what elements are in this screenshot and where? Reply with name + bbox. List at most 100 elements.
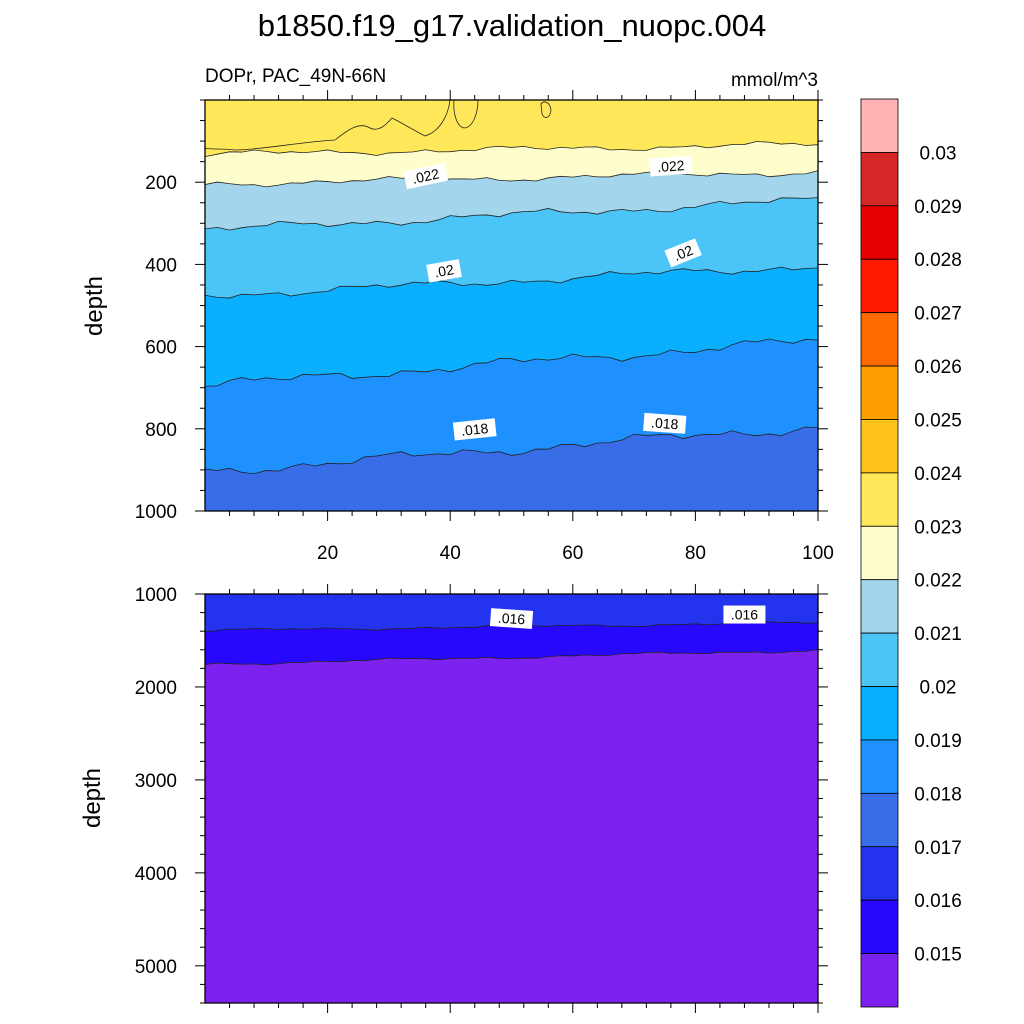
upper-contour-lines	[205, 141, 818, 475]
lower-contour-label-2-bg	[723, 605, 766, 624]
lower-contour-label-1: .016	[489, 608, 534, 629]
colorbar-swatch-9	[860, 525, 899, 581]
lower-y-axis-label: depth	[79, 768, 106, 828]
upper-y-tick-label: 400	[145, 255, 177, 276]
upper-contour-line-4	[205, 266, 818, 299]
upper-contour-label-6-bg	[643, 412, 687, 434]
colorbar-swatch-4	[860, 258, 899, 314]
upper-contour-label-2-text: .022	[657, 157, 686, 175]
colorbar-label-6: 0.025	[914, 410, 962, 431]
upper-x-tick-label: 100	[802, 543, 834, 564]
colorbar-label-7: 0.024	[914, 464, 962, 485]
variable-region-label: DOPr, PAC_49N-66N	[205, 66, 386, 87]
upper-band-4	[205, 197, 818, 299]
colorbar-swatch-1	[860, 98, 899, 153]
colorbar-swatch-12	[860, 686, 899, 741]
upper-contour-label-5-text: .018	[460, 420, 489, 439]
colorbar: 0.03 0.029 0.028 0.027 0.026 0.025 0.024 0.023 0…	[860, 98, 962, 1008]
lower-contour-line-2	[205, 649, 818, 666]
colorbar-swatch-14	[860, 792, 899, 848]
upper-contour-label-4-text: .02	[671, 242, 695, 264]
colorbar-label-2: 0.029	[914, 197, 962, 218]
lower-contour-label-2-text: .016	[731, 607, 758, 623]
upper-y-tick-label: 600	[145, 338, 177, 359]
upper-band-3	[205, 170, 818, 231]
upper-contour-label-6: .018	[643, 412, 687, 434]
upper-axis-ticks: 200 400 600 800 1000 20 40 60 80 100	[135, 90, 834, 564]
upper-contour-line-6	[205, 426, 818, 475]
lower-y-tick-label: 4000	[135, 864, 177, 885]
colorbar-swatch-13	[860, 739, 899, 794]
figure-title: b1850.f19_g17.validation_nuopc.004	[258, 8, 767, 43]
upper-y-tick-label: 800	[145, 420, 177, 441]
upper-contour-label-3-text: .02	[433, 261, 455, 280]
upper-x-tick-label: 80	[685, 543, 706, 564]
colorbar-swatch-10	[860, 579, 899, 634]
lower-contour-label-1-bg	[489, 608, 534, 629]
upper-y-tick-label: 1000	[135, 502, 177, 523]
upper-x-tick-label: 40	[440, 543, 461, 564]
colorbar-swatch-2	[860, 152, 899, 207]
units-label: mmol/m^3	[731, 70, 818, 91]
upper-contour-label-3-bg	[426, 259, 462, 283]
colorbar-swatch-16	[860, 899, 899, 954]
upper-y-axis-label: depth	[81, 276, 108, 336]
lower-y-tick-label: 1000	[135, 585, 177, 606]
colorbar-swatch-6	[860, 365, 899, 420]
upper-contour-label-3: .02	[426, 259, 462, 283]
upper-band-7	[205, 426, 818, 511]
upper-contour-label-4: .02	[664, 238, 702, 268]
upper-contour-label-5: .018	[452, 418, 497, 441]
lower-band-3	[205, 649, 818, 1003]
colorbar-label-10: 0.021	[914, 624, 962, 645]
colorbar-label-5: 0.026	[914, 357, 962, 378]
upper-contour-label-1-text: .022	[411, 165, 441, 186]
upper-contour-label-1: .022	[403, 162, 449, 190]
upper-band-2	[205, 141, 818, 187]
upper-band-5	[205, 267, 818, 387]
colorbar-label-12: 0.019	[914, 731, 962, 752]
colorbar-label-1: 0.03	[920, 143, 957, 164]
colorbar-swatch-5	[860, 312, 899, 367]
upper-contour-line-3	[205, 197, 818, 231]
colorbar-label-16: 0.015	[914, 945, 962, 966]
upper-band-6	[205, 339, 818, 474]
upper-surface-pocket-3	[540, 101, 552, 118]
colorbar-swatch-11	[860, 632, 899, 687]
lower-axis-ticks: 1000 2000 3000 4000 5000	[135, 584, 828, 1013]
upper-x-tick-label: 20	[317, 543, 338, 564]
upper-x-tick-label: 60	[562, 543, 583, 564]
lower-contour-fill	[205, 594, 818, 1003]
lower-y-tick-label: 2000	[135, 678, 177, 699]
colorbar-label-13: 0.018	[914, 784, 962, 805]
colorbar-label-8: 0.023	[914, 517, 962, 538]
upper-contour-label-2-bg	[649, 155, 693, 177]
colorbar-label-9: 0.022	[914, 571, 962, 592]
upper-surface-pocket-2	[453, 100, 479, 129]
lower-contour-labels: .016 .016	[489, 605, 766, 629]
colorbar-swatch-7	[860, 419, 899, 474]
colorbar-swatch-3	[860, 205, 899, 260]
upper-surface-pocket-1	[205, 100, 451, 151]
upper-contour-fill	[205, 100, 818, 511]
upper-contour-label-6-text: .018	[651, 414, 680, 432]
colorbar-label-3: 0.028	[914, 250, 962, 271]
upper-contour-label-2: .022	[649, 155, 693, 177]
lower-depth-panel: 1000 2000 3000 4000 5000 .016 .016 depth	[79, 584, 828, 1013]
upper-contour-line-5	[205, 338, 818, 387]
upper-contour-line-1	[205, 141, 818, 158]
lower-contour-label-2: .016	[723, 605, 766, 624]
colorbar-swatch-17	[860, 953, 899, 1008]
colorbar-swatch-8	[860, 472, 899, 527]
colorbar-label-11: 0.02	[920, 678, 957, 699]
colorbar-label-14: 0.017	[914, 838, 962, 859]
upper-y-tick-label: 200	[145, 173, 177, 194]
colorbar-label-4: 0.027	[914, 304, 962, 325]
upper-contour-line-2	[205, 170, 818, 188]
lower-y-tick-label: 3000	[135, 771, 177, 792]
upper-contour-label-5-bg	[452, 418, 497, 441]
lower-band-2	[205, 621, 818, 665]
upper-contour-label-1-bg	[403, 162, 449, 190]
upper-depth-panel: 200 400 600 800 1000 20 40 60 80 100 .022 .022 .02.…	[81, 90, 834, 564]
